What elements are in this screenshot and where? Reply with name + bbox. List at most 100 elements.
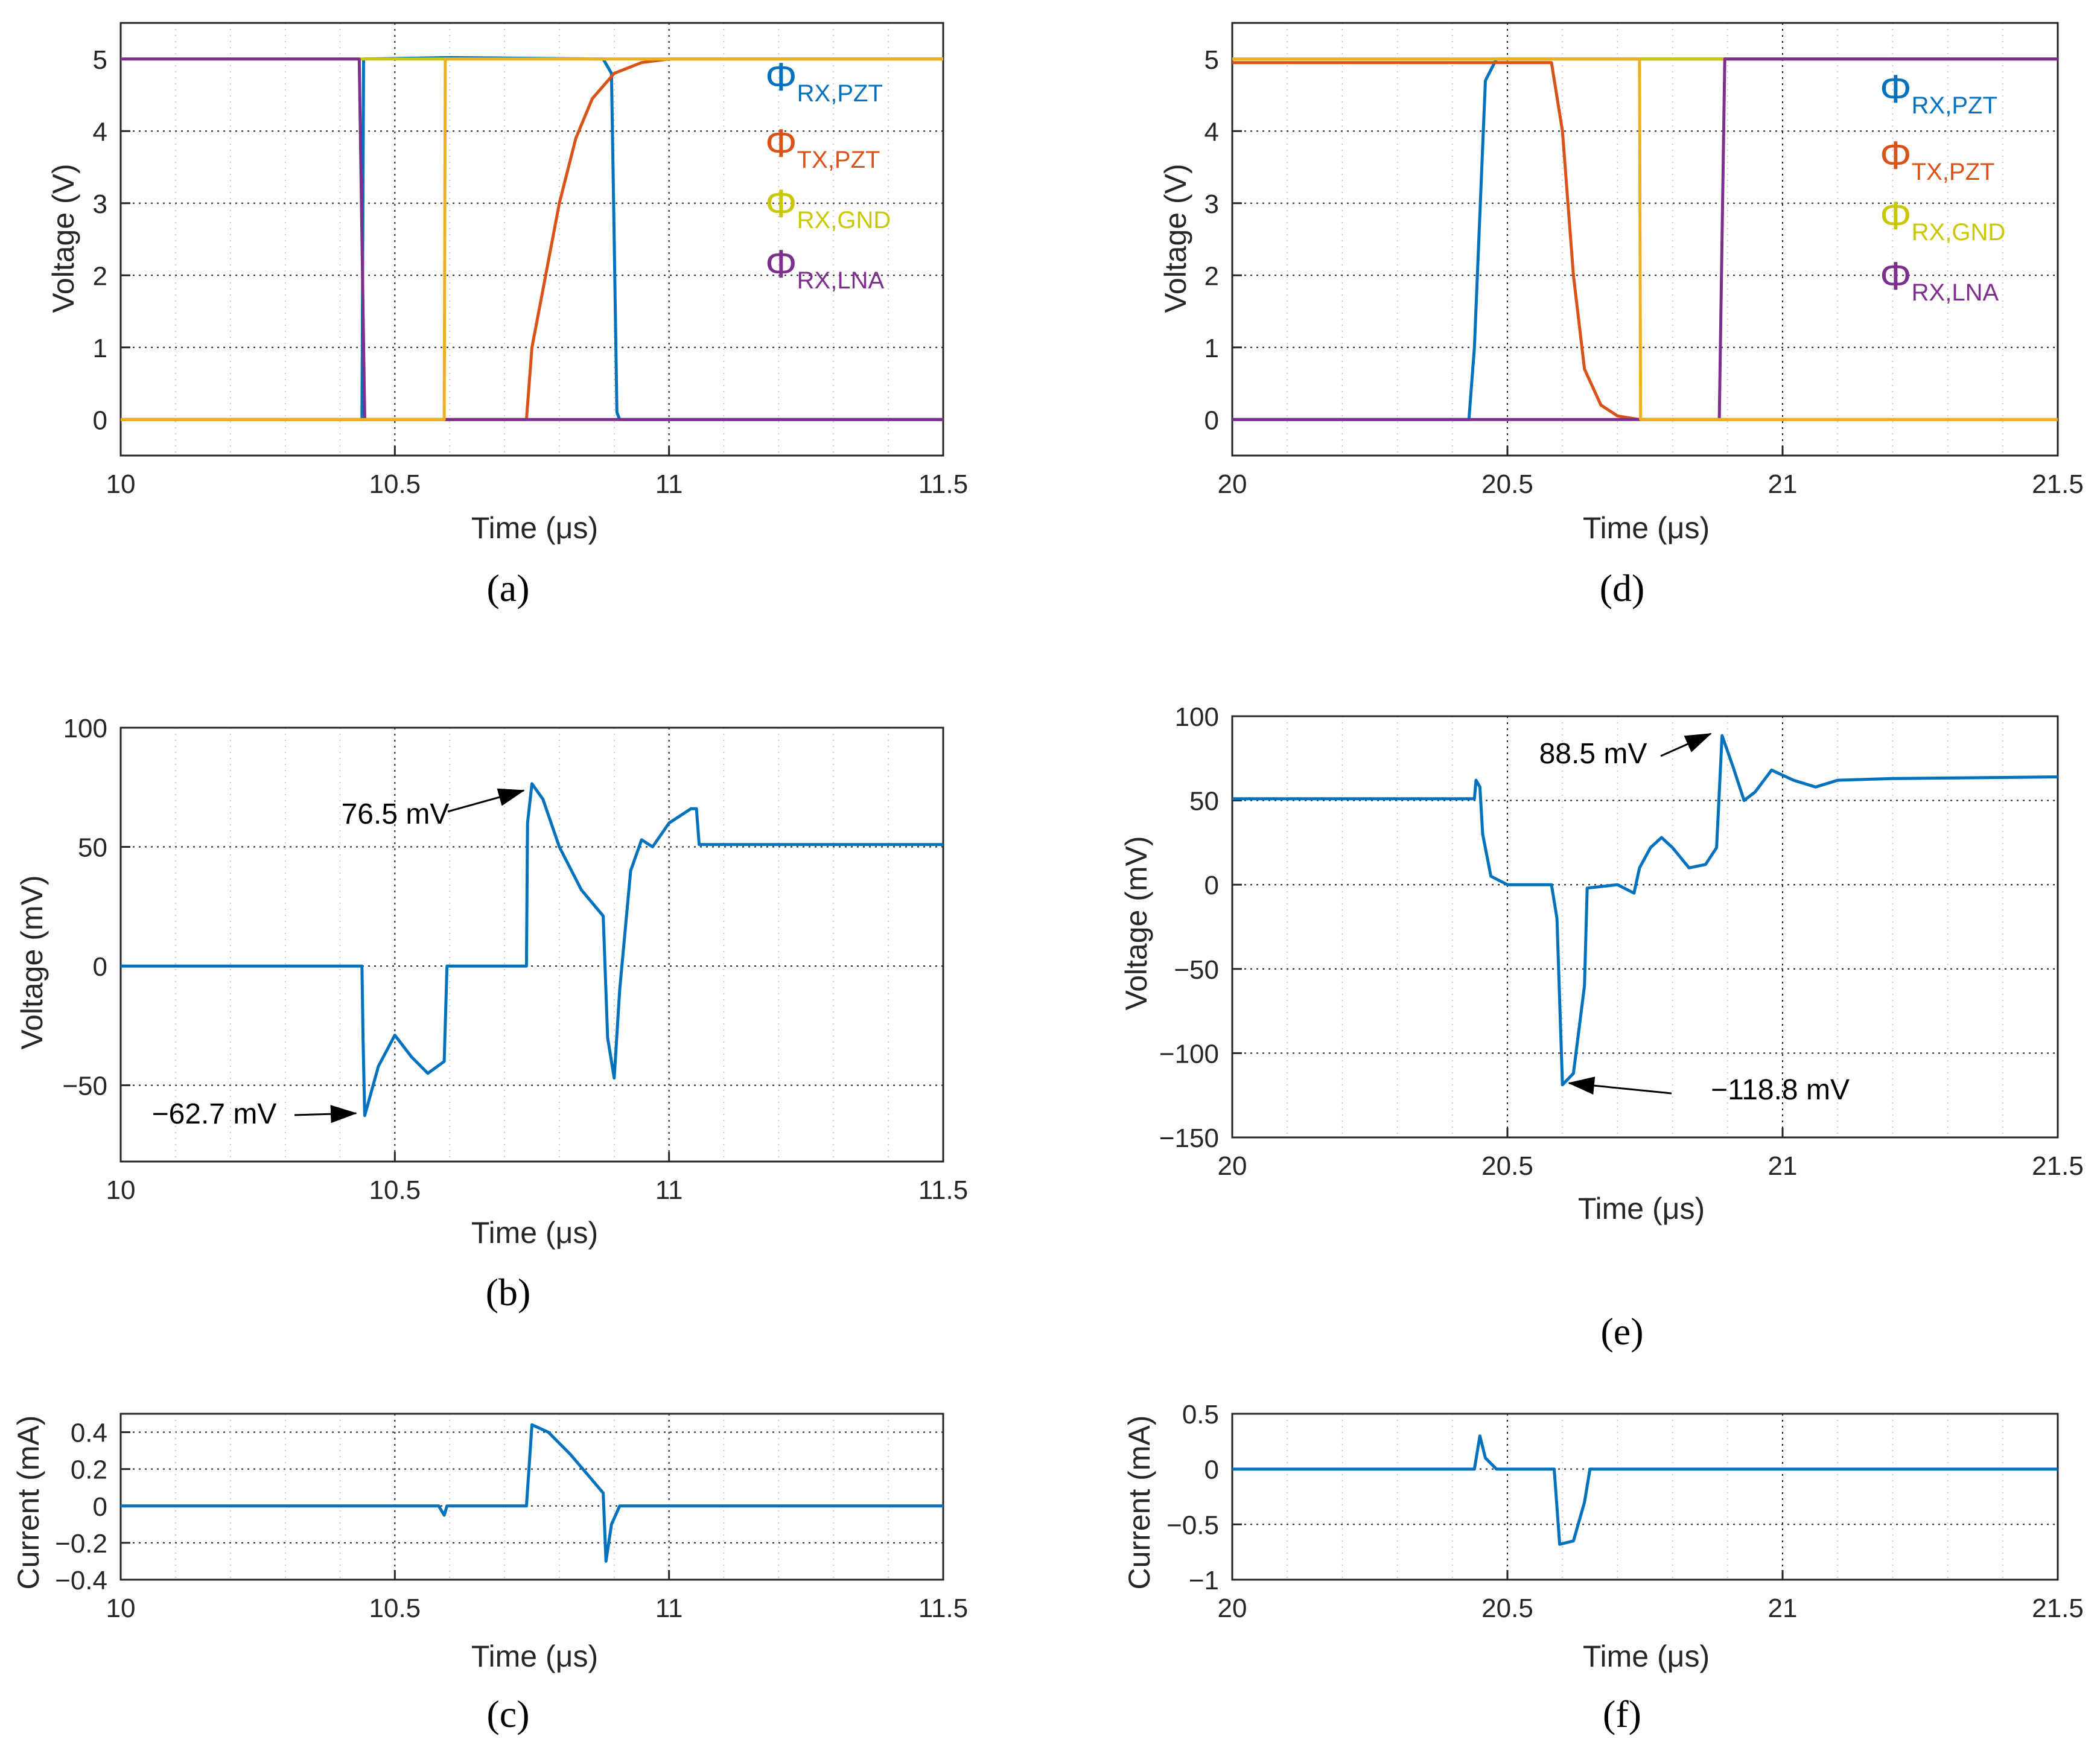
panel-d-caption: (d) bbox=[1600, 567, 1645, 609]
panel-e-ytick-label: 50 bbox=[1189, 787, 1219, 816]
panel-b-ylabel: Voltage (mV) bbox=[15, 875, 49, 1049]
panel-d-xtick-label: 21 bbox=[1768, 469, 1798, 499]
panel-a-ytick-label: 5 bbox=[93, 45, 107, 75]
panel-a-xtick-label: 10.5 bbox=[369, 469, 421, 499]
panel-f-xtick-label: 21 bbox=[1768, 1594, 1798, 1623]
panel-b-ytick-label: 0 bbox=[93, 952, 107, 982]
panel-a-legend-entry: ΦRX,GND bbox=[765, 181, 891, 234]
panel-c-ytick-label: 0.2 bbox=[71, 1455, 107, 1485]
panel-e-axes-box bbox=[1231, 715, 2059, 1139]
panel-a-legend-entry: ΦRX,PZT bbox=[765, 54, 883, 107]
panel-f-ylabel: Current (mA) bbox=[1122, 1416, 1156, 1590]
panel-c-ytick-label: 0 bbox=[93, 1492, 107, 1522]
panel-b-annotation-arrow bbox=[447, 788, 525, 813]
panel-a-ylabel: Voltage (V) bbox=[46, 164, 80, 313]
panel-f-xlabel: Time (μs) bbox=[1583, 1639, 1710, 1673]
panel-b-caption: (b) bbox=[486, 1271, 531, 1314]
panel-c-ytick-label: −0.4 bbox=[55, 1566, 107, 1595]
panel-c-xlabel: Time (μs) bbox=[471, 1639, 598, 1673]
panel-e-ytick-label: −100 bbox=[1159, 1039, 1219, 1069]
panel-d-series-line bbox=[1232, 57, 2058, 421]
panel-f-caption: (f) bbox=[1603, 1693, 1641, 1735]
panel-b-xtick-label: 10.5 bbox=[369, 1175, 421, 1205]
panel-e-annotation-arrow bbox=[1660, 733, 1712, 757]
panel-c-series-line bbox=[121, 1423, 943, 1563]
panel-e-ylabel: Voltage (mV) bbox=[1119, 836, 1153, 1010]
panel-a-ytick-label: 0 bbox=[93, 405, 107, 435]
panel-f-series-line bbox=[1232, 1434, 2058, 1546]
panel-c-xtick-label: 11.5 bbox=[918, 1594, 968, 1623]
panel-a-ytick-label: 4 bbox=[93, 117, 107, 147]
panel-e-annotation-label: 88.5 mV bbox=[1539, 738, 1647, 770]
panel-e-output-voltage: Voltage (mV) Time (μs) (e) 20 20.5 21 21.5 −… bbox=[1119, 702, 2084, 1353]
panel-b-xtick-label: 10 bbox=[106, 1175, 136, 1205]
panel-e-caption: (e) bbox=[1600, 1310, 1643, 1353]
panel-e-ytick-label: −50 bbox=[1174, 955, 1219, 985]
panel-e-xlabel: Time (μs) bbox=[1578, 1192, 1705, 1225]
panel-a-xtick-label: 11 bbox=[655, 469, 683, 499]
panel-e-ytick-label: −150 bbox=[1159, 1124, 1219, 1153]
panel-f-ytick-label: −0.5 bbox=[1166, 1510, 1219, 1540]
panel-c-ytick-label: 0.4 bbox=[71, 1419, 107, 1448]
panel-f-ytick-label: −1 bbox=[1189, 1566, 1219, 1595]
panel-c-xtick-label: 10 bbox=[106, 1594, 136, 1623]
panel-b-series-line bbox=[121, 782, 943, 1117]
panel-a-ytick-label: 3 bbox=[93, 189, 107, 219]
panel-d-ylabel: Voltage (V) bbox=[1159, 164, 1192, 313]
panel-e-series-line bbox=[1232, 734, 2058, 1087]
panel-c-caption: (c) bbox=[486, 1693, 529, 1735]
panel-f-xtick-label: 20.5 bbox=[1481, 1594, 1533, 1623]
panel-b-annotation-label: 76.5 mV bbox=[342, 798, 450, 830]
panel-a-series-line bbox=[121, 57, 943, 421]
panel-d-legend-entry: ΦTX,PZT bbox=[1880, 133, 1994, 185]
panel-a-legend-entry: ΦRX,LNA bbox=[765, 241, 884, 294]
panel-a-xlabel: Time (μs) bbox=[471, 511, 598, 545]
panel-b-annotation-label: −62.7 mV bbox=[152, 1098, 277, 1130]
panel-d-voltage-logic: Voltage (V) Time (μs) (d) 20 20.5 21 21.5 0 1… bbox=[1159, 22, 2084, 609]
panel-d-ytick-label: 4 bbox=[1204, 117, 1219, 147]
panel-b-ytick-label: 100 bbox=[63, 714, 107, 743]
panel-a-voltage-logic: Voltage (V) Time (μs) (a) 10 10.5 11 11.5 0 1… bbox=[46, 22, 968, 609]
panel-a-series-line bbox=[121, 57, 943, 421]
panel-d-legend-entry: ΦRX,LNA bbox=[1880, 253, 1999, 306]
panel-f-ytick-label: 0 bbox=[1204, 1455, 1219, 1485]
panel-b-xtick-label: 11.5 bbox=[918, 1175, 968, 1205]
panel-b-xtick-label: 11 bbox=[655, 1175, 683, 1205]
panel-d-ytick-label: 0 bbox=[1204, 405, 1219, 435]
panel-a-caption: (a) bbox=[486, 567, 529, 609]
panel-d-series-line bbox=[1232, 57, 2058, 421]
panel-d-xtick-label: 21.5 bbox=[2032, 469, 2084, 499]
panel-b-output-voltage: Voltage (mV) Time (μs) (b) 10 10.5 11 11.5 −… bbox=[15, 714, 968, 1314]
panel-c-xtick-label: 10.5 bbox=[369, 1594, 421, 1623]
panel-e-ytick-label: 0 bbox=[1204, 871, 1219, 900]
panel-a-ytick-label: 1 bbox=[93, 334, 107, 363]
panel-f-axes-box bbox=[1231, 1413, 2059, 1581]
panel-e-annotation-arrow bbox=[1568, 1076, 1672, 1095]
panel-d-xtick-label: 20.5 bbox=[1481, 469, 1533, 499]
panel-e-xtick-label: 20 bbox=[1218, 1151, 1247, 1181]
panel-e-xtick-label: 21 bbox=[1768, 1151, 1798, 1181]
panel-a-series-line bbox=[121, 57, 943, 421]
panel-c-current: Current (mA) Time (μs) (c) 10 10.5 11 11.5 −… bbox=[11, 1413, 968, 1735]
panel-c-axes-box bbox=[119, 1413, 944, 1581]
panel-a-legend-entry: ΦTX,PZT bbox=[765, 121, 880, 173]
panel-d-ytick-label: 1 bbox=[1204, 334, 1219, 363]
panel-a-xtick-label: 11.5 bbox=[918, 469, 968, 499]
panel-e-xtick-label: 21.5 bbox=[2032, 1151, 2084, 1181]
panel-a-axes-box bbox=[119, 22, 944, 457]
panel-b-ytick-label: −50 bbox=[62, 1072, 107, 1101]
panel-d-axes-box bbox=[1231, 22, 2059, 457]
panel-a-xtick-label: 10 bbox=[106, 469, 136, 499]
panel-c-xtick-label: 11 bbox=[655, 1594, 683, 1623]
panel-b-xlabel: Time (μs) bbox=[471, 1216, 598, 1250]
panel-c-ylabel: Current (mA) bbox=[11, 1416, 45, 1590]
panel-e-ytick-label: 100 bbox=[1175, 702, 1219, 732]
panel-f-current: Current (mA) Time (μs) (f) 20 20.5 21 21.5 −… bbox=[1122, 1400, 2084, 1735]
panel-f-xtick-label: 21.5 bbox=[2032, 1594, 2084, 1623]
panel-b-ytick-label: 50 bbox=[78, 833, 107, 863]
panel-b-axes-box bbox=[119, 726, 944, 1163]
panel-d-ytick-label: 2 bbox=[1204, 261, 1219, 291]
panel-d-xlabel: Time (μs) bbox=[1583, 511, 1710, 545]
panel-d-ytick-label: 5 bbox=[1204, 45, 1219, 75]
